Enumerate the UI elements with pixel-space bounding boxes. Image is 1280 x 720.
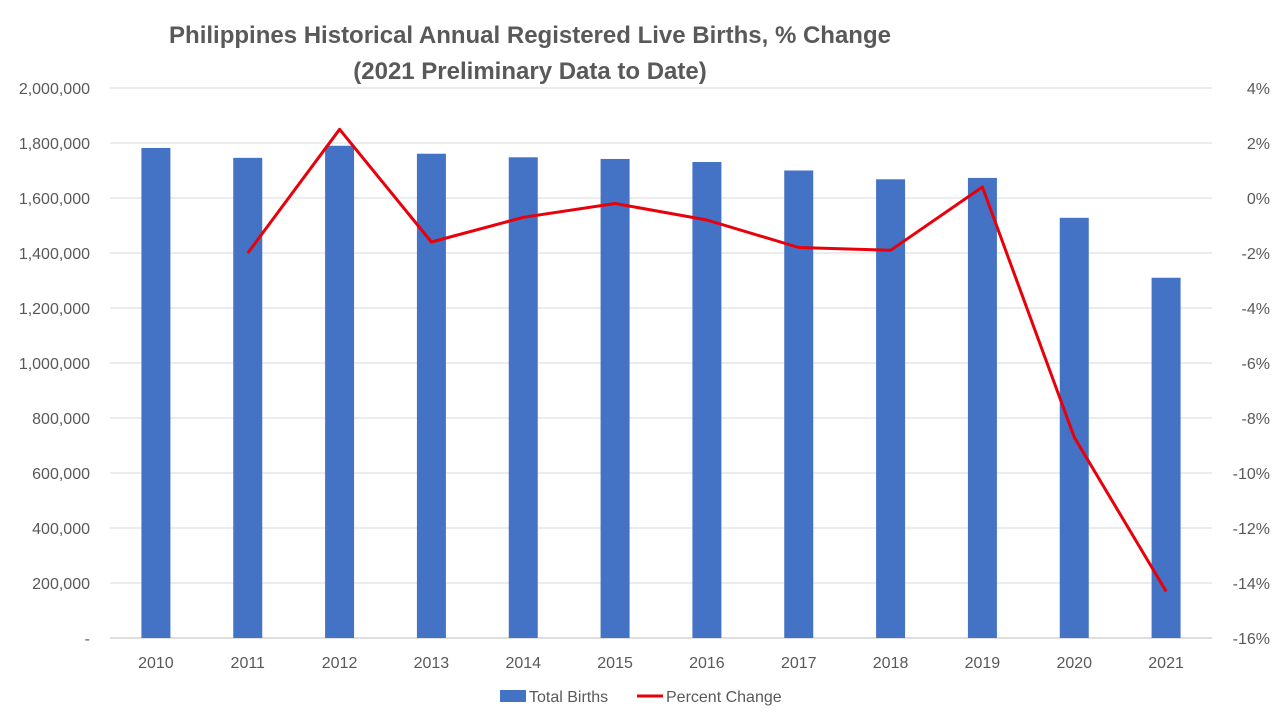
x-tick-label: 2015 [597,655,633,672]
x-tick-label: 2017 [781,655,817,672]
right-y-tick-label: -16% [1233,631,1270,648]
x-tick-label: 2011 [231,655,266,672]
bar [967,177,997,639]
right-y-tick-label: -2% [1242,246,1270,263]
legend: Total Births Percent Change [500,689,782,706]
chart-title-line: Philippines Historical Annual Registered… [169,22,891,49]
x-tick-label: 2016 [689,655,725,672]
chart-subtitle-line: (2021 Preliminary Data to Date) [353,58,707,85]
bar [233,157,263,638]
x-axis: 2010 2011 2012 2013 2014 2015 2016 2017 2018 2019… [138,655,1184,672]
right-y-tick-label: -4% [1242,301,1270,318]
bar [141,147,171,638]
left-y-tick-label: 1,000,000 [19,356,90,373]
right-y-axis: -16% -14% -12% -10% -8% -6% -4% -2% 0% 2% 4% [1233,81,1270,648]
left-y-tick-label: 1,800,000 [19,136,90,153]
left-y-tick-label: 800,000 [32,411,90,428]
left-y-tick-label: 1,600,000 [19,191,90,208]
bar [692,161,722,638]
bar [876,179,906,639]
left-y-tick-label: 200,000 [32,576,90,593]
bar [416,153,446,638]
right-y-tick-label: -12% [1233,521,1270,538]
bar [325,145,355,638]
x-tick-label: 2018 [873,655,909,672]
left-y-axis: - 200,000 400,000 600,000 800,000 1,000,000 1,… [19,81,90,648]
x-tick-label: 2010 [138,655,174,672]
bar [508,157,538,639]
right-y-tick-label: -14% [1233,576,1270,593]
right-y-tick-label: 0% [1247,191,1270,208]
left-y-tick-label: 2,000,000 [19,81,90,98]
x-tick-label: 2014 [505,655,541,672]
x-tick-label: 2012 [322,655,358,672]
legend-swatch-total-births [500,690,526,702]
right-y-tick-label: 4% [1247,81,1270,98]
x-tick-label: 2021 [1148,655,1184,672]
x-tick-label: 2013 [414,655,450,672]
right-y-tick-label: -8% [1242,411,1270,428]
left-y-tick-label: 400,000 [32,521,90,538]
right-y-tick-label: 2% [1247,136,1270,153]
left-y-tick-label: - [85,631,90,648]
bar [1151,277,1181,638]
x-tick-label: 2020 [1056,655,1092,672]
chart-title: Philippines Historical Annual Registered… [100,18,960,90]
x-tick-label: 2019 [965,655,1001,672]
legend-label-total-births: Total Births [529,689,608,706]
right-y-tick-label: -10% [1233,466,1270,483]
line-series-percent-change [246,127,1168,593]
bar-series-total-births [141,145,1181,639]
legend-label-percent-change: Percent Change [666,689,782,706]
left-y-tick-label: 1,200,000 [19,301,90,318]
right-y-tick-label: -6% [1242,356,1270,373]
bar [600,158,630,638]
left-y-tick-label: 1,400,000 [19,246,90,263]
bar [784,170,814,638]
bar [1059,217,1089,639]
left-y-tick-label: 600,000 [32,466,90,483]
